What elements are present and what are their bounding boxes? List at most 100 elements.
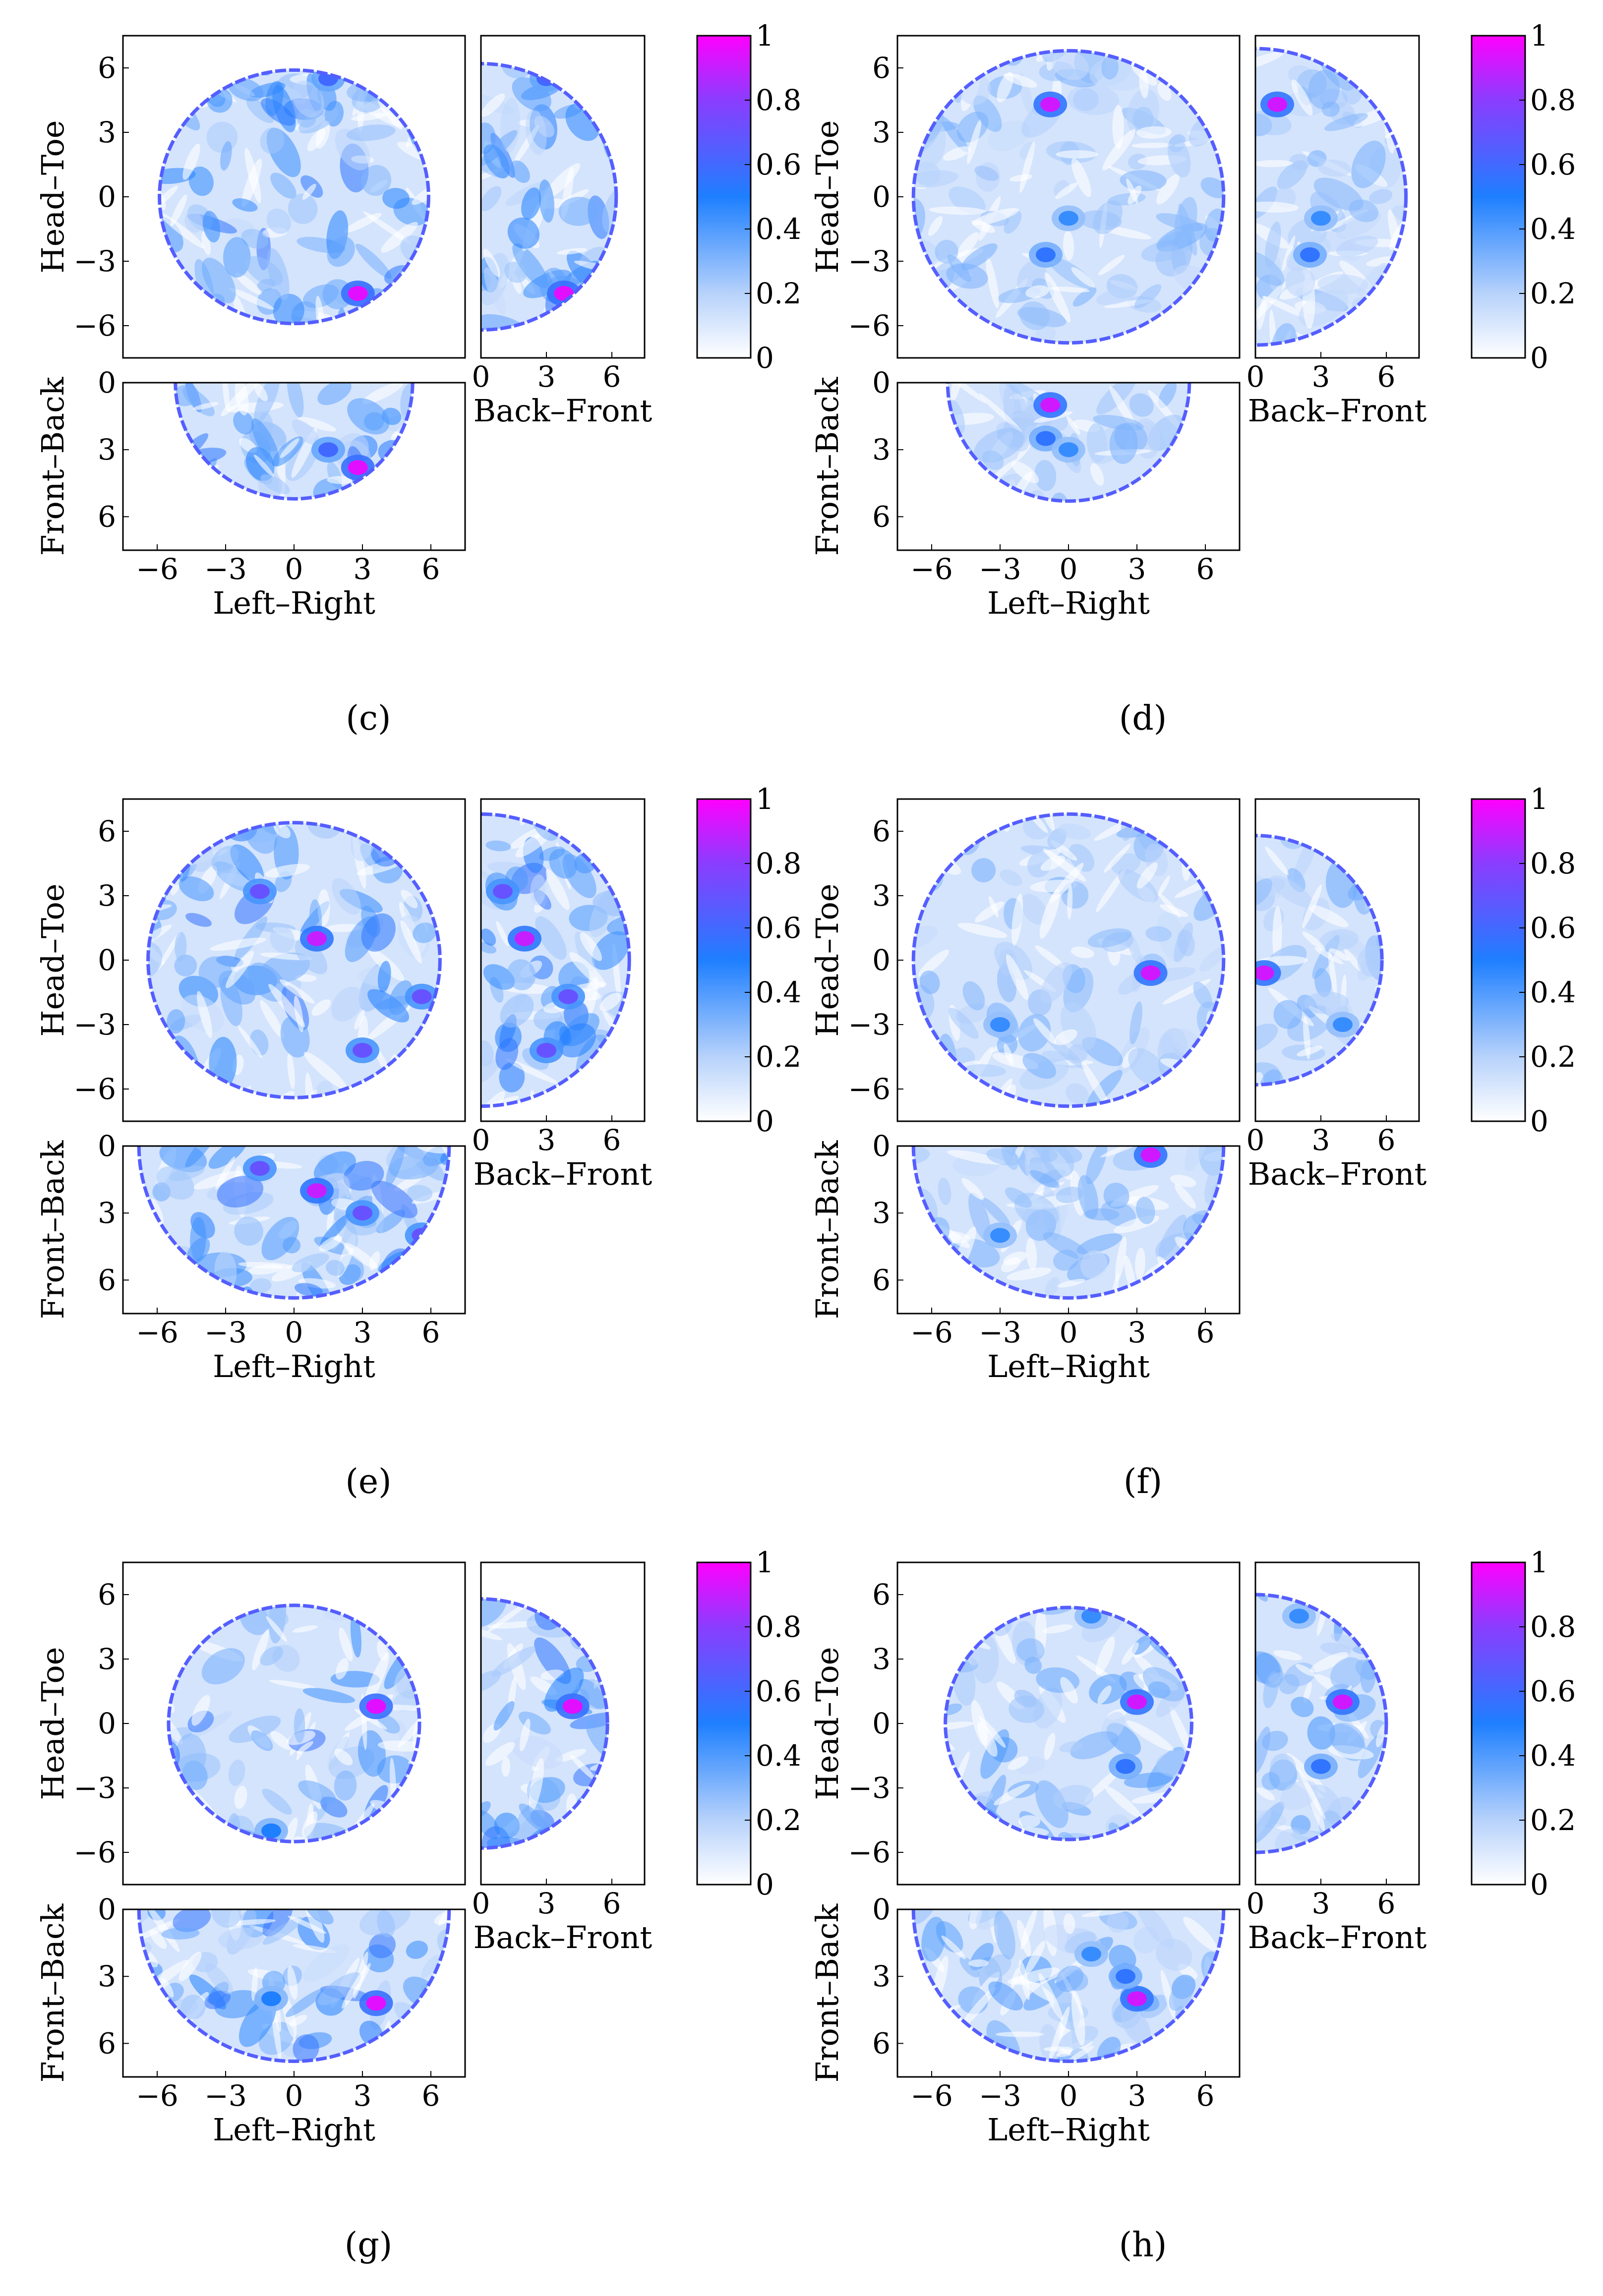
texture-blob bbox=[921, 1916, 946, 1962]
texture-blob bbox=[169, 1786, 182, 1832]
colorbar-tick-label: 0 bbox=[1530, 341, 1548, 375]
texture-streak bbox=[138, 530, 161, 544]
axial-panel bbox=[119, 1551, 471, 1886]
texture-streak bbox=[234, 1785, 247, 1809]
texture-streak bbox=[422, 1823, 471, 1867]
texture-streak bbox=[431, 1837, 455, 1860]
colorbar-tick-label: 0.6 bbox=[756, 1674, 801, 1708]
texture-blob bbox=[1289, 154, 1310, 171]
texture-streak bbox=[1057, 1279, 1085, 1288]
texture-blob bbox=[606, 914, 630, 935]
texture-blob bbox=[416, 1777, 419, 1811]
tick-label-left-right: −3 bbox=[204, 552, 247, 586]
texture-streak bbox=[1122, 1642, 1139, 1665]
texture-blob bbox=[1093, 200, 1123, 234]
texture-blob bbox=[1158, 383, 1177, 408]
colorbar-tick-label: 0.2 bbox=[756, 277, 801, 310]
texture-streak bbox=[961, 1178, 984, 1200]
texture-blob bbox=[945, 1607, 950, 1632]
axial-panel bbox=[122, 798, 466, 1128]
texture-blob bbox=[1070, 1731, 1119, 1760]
texture-streak bbox=[1071, 158, 1091, 197]
texture-blob bbox=[173, 1909, 211, 1932]
texture-blob bbox=[1193, 981, 1213, 1009]
texture-streak bbox=[148, 924, 172, 949]
texture-blob bbox=[1154, 51, 1180, 64]
texture-streak bbox=[556, 63, 607, 84]
texture-blob bbox=[953, 1569, 995, 1606]
texture-streak bbox=[545, 869, 570, 910]
texture-streak bbox=[573, 1603, 593, 1619]
texture-streak bbox=[1393, 1818, 1434, 1862]
texture-blob bbox=[1328, 1722, 1365, 1754]
texture-blob bbox=[622, 64, 644, 98]
texture-blob bbox=[388, 1098, 425, 1121]
texture-blob bbox=[980, 1540, 1008, 1592]
texture-blob bbox=[519, 1803, 550, 1834]
axis-label-head-toe: Head–Toe bbox=[35, 884, 71, 1037]
texture-blob bbox=[481, 1059, 500, 1084]
texture-streak bbox=[949, 493, 971, 501]
hotspot bbox=[554, 286, 574, 301]
texture-streak bbox=[309, 1112, 358, 1128]
texture-streak bbox=[1115, 1236, 1127, 1282]
texture-blob bbox=[1313, 177, 1364, 211]
texture-blob bbox=[1307, 1716, 1336, 1750]
texture-streak bbox=[1003, 504, 1030, 522]
texture-blob bbox=[218, 1927, 264, 1950]
texture-blob bbox=[361, 165, 392, 196]
texture-blob bbox=[385, 1146, 405, 1188]
axis-label-left-right: Left–Right bbox=[213, 1348, 375, 1384]
tick-label-left-right: −6 bbox=[136, 2079, 178, 2113]
tick-label-front-back: 3 bbox=[872, 1959, 891, 1993]
texture-blob bbox=[1207, 1076, 1224, 1106]
texture-blob bbox=[176, 1733, 206, 1776]
texture-streak bbox=[945, 1628, 966, 1648]
texture-blob bbox=[119, 1749, 154, 1783]
texture-streak bbox=[1405, 153, 1428, 201]
texture-blob bbox=[916, 2048, 937, 2061]
texture-blob bbox=[595, 1863, 619, 1888]
texture-blob bbox=[411, 822, 421, 831]
tick-label-front-back: 6 bbox=[98, 1263, 116, 1297]
axis-label-front-back: Front–Back bbox=[35, 377, 71, 556]
texture-blob bbox=[968, 1192, 991, 1241]
texture-blob bbox=[427, 70, 429, 74]
texture-blob bbox=[1199, 1808, 1225, 1834]
hotspot bbox=[412, 989, 432, 1004]
texture-blob bbox=[558, 197, 598, 226]
tick-label-back-front: 3 bbox=[537, 1887, 556, 1920]
texture-streak bbox=[377, 1740, 419, 1752]
texture-streak bbox=[1185, 476, 1189, 487]
texture-streak bbox=[1007, 1267, 1052, 1281]
texture-streak bbox=[986, 1607, 1025, 1615]
texture-streak bbox=[220, 1551, 241, 1592]
tick-label-left-right: −6 bbox=[910, 2079, 953, 2113]
texture-blob bbox=[368, 1933, 396, 1958]
texture-blob bbox=[1317, 274, 1368, 294]
texture-blob bbox=[209, 1036, 237, 1089]
texture-blob bbox=[125, 1842, 173, 1880]
texture-blob bbox=[347, 398, 390, 435]
hotspot bbox=[562, 1699, 583, 1714]
texture-blob bbox=[334, 1770, 357, 1801]
texture-blob bbox=[1326, 49, 1373, 55]
subfigure-e: 6 3 0 −3 −6 0 3 6 −6 −3 0 3 6 0 3 6 Head–Toe Front–Back Le… bbox=[35, 782, 801, 1501]
texture-blob bbox=[406, 1941, 428, 1959]
texture-blob bbox=[583, 1796, 608, 1813]
texture-streak bbox=[625, 266, 643, 291]
texture-blob bbox=[1020, 894, 1047, 925]
texture-streak bbox=[599, 993, 622, 1012]
texture-blob bbox=[903, 1567, 947, 1615]
hotspot bbox=[1116, 1969, 1135, 1984]
texture-streak bbox=[420, 1262, 449, 1291]
texture-streak bbox=[496, 920, 509, 947]
texture-streak bbox=[979, 393, 1022, 433]
texture-streak bbox=[556, 248, 588, 255]
hotspot bbox=[1289, 1608, 1309, 1624]
texture-blob bbox=[1270, 875, 1314, 908]
texture-streak bbox=[122, 1712, 164, 1748]
texture-blob bbox=[1388, 1828, 1432, 1875]
texture-streak bbox=[1183, 72, 1224, 101]
texture-blob bbox=[1203, 58, 1224, 97]
